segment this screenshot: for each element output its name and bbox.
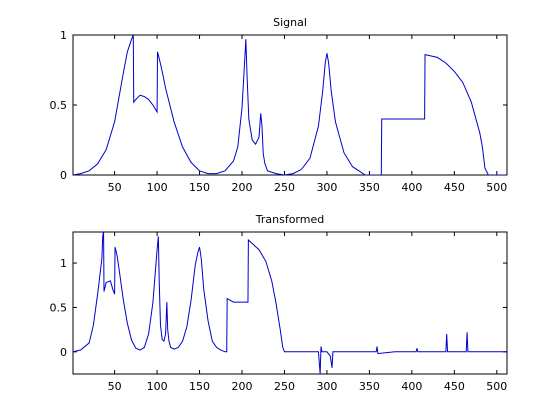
y-tick-label: 1: [60, 29, 67, 42]
x-tick-label: 400: [401, 181, 422, 194]
transformed-axes: Transformed 50 100 150 200 250 300 350 400 450 500…: [50, 213, 508, 393]
y-tick-label: 0: [60, 169, 67, 182]
y-tick-label: 0: [60, 346, 67, 359]
plot-area-frame: [72, 231, 508, 375]
series-line: [73, 232, 507, 374]
series-line: [73, 35, 507, 175]
x-tick-label: 300: [316, 181, 337, 194]
x-tick-label: 400: [401, 380, 422, 393]
x-tick-label: 450: [444, 380, 465, 393]
x-tick-label: 100: [147, 181, 168, 194]
chart-title: Signal: [273, 16, 307, 29]
x-tick-label: 150: [189, 181, 210, 194]
x-tick-label: 200: [232, 380, 253, 393]
x-tick-label: 200: [232, 181, 253, 194]
y-tick-label: 0.5: [50, 301, 68, 314]
x-tick-label: 500: [486, 380, 507, 393]
x-tick-label: 350: [359, 380, 380, 393]
x-tick-label: 500: [486, 181, 507, 194]
x-tick-label: 450: [444, 181, 465, 194]
chart-title: Transformed: [255, 213, 324, 226]
y-tick-label: 1: [60, 257, 67, 270]
x-tick-label: 100: [147, 380, 168, 393]
x-tick-label: 250: [274, 181, 295, 194]
signal-axes: Signal 50 100 150 200 250 300 350 400 450 500 0 0.5 1: [50, 16, 508, 194]
y-tick-label: 0.5: [50, 99, 68, 112]
x-tick-label: 50: [108, 181, 122, 194]
x-tick-label: 150: [189, 380, 210, 393]
plot-area-frame: [72, 34, 508, 176]
x-tick-label: 250: [274, 380, 295, 393]
x-tick-label: 300: [316, 380, 337, 393]
x-tick-label: 50: [108, 380, 122, 393]
x-tick-label: 350: [359, 181, 380, 194]
